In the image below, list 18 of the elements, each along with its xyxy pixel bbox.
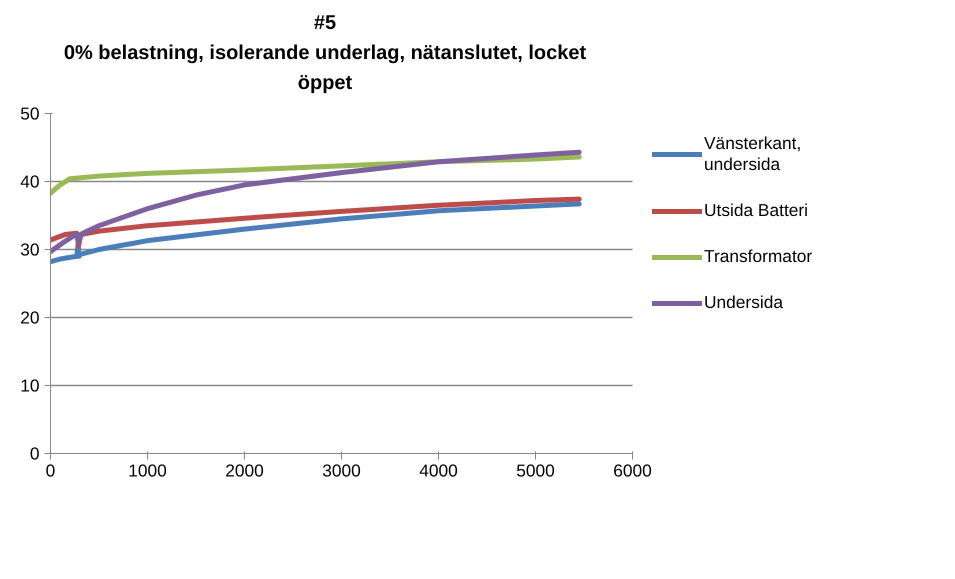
legend-label: Transformator <box>704 246 812 267</box>
x-tick-label: 2000 <box>225 460 264 480</box>
chart-title: #5 0% belastning, isolerande underlag, nätanslutet, locket öppet <box>64 11 586 96</box>
x-tick-label: 4000 <box>419 460 458 480</box>
legend-label: Undersida <box>704 292 783 313</box>
x-tick-label: 6000 <box>613 460 652 480</box>
y-tick-label: 40 <box>20 172 40 192</box>
y-tick-label: 0 <box>30 444 40 464</box>
y-tick-label: 10 <box>20 376 40 396</box>
x-tick-label: 0 <box>46 460 56 480</box>
legend-label: Vänsterkant, undersida <box>704 133 802 175</box>
legend-label: Utsida Batteri <box>704 200 808 221</box>
x-tick-label: 1000 <box>128 460 167 480</box>
y-tick-label: 30 <box>20 240 40 260</box>
y-tick-label: 50 <box>20 104 40 124</box>
x-tick-label: 3000 <box>322 460 361 480</box>
x-tick-label: 5000 <box>516 460 555 480</box>
y-tick-label: 20 <box>20 308 40 328</box>
